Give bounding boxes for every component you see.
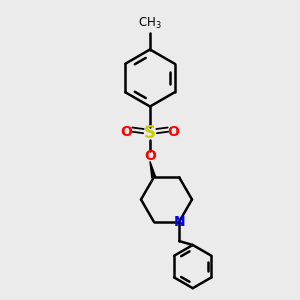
Text: O: O xyxy=(167,125,179,139)
Text: S: S xyxy=(144,124,156,142)
Text: N: N xyxy=(173,214,185,229)
Text: O: O xyxy=(144,149,156,163)
Text: CH$_3$: CH$_3$ xyxy=(138,16,162,31)
Text: O: O xyxy=(121,125,133,139)
Polygon shape xyxy=(150,161,156,178)
